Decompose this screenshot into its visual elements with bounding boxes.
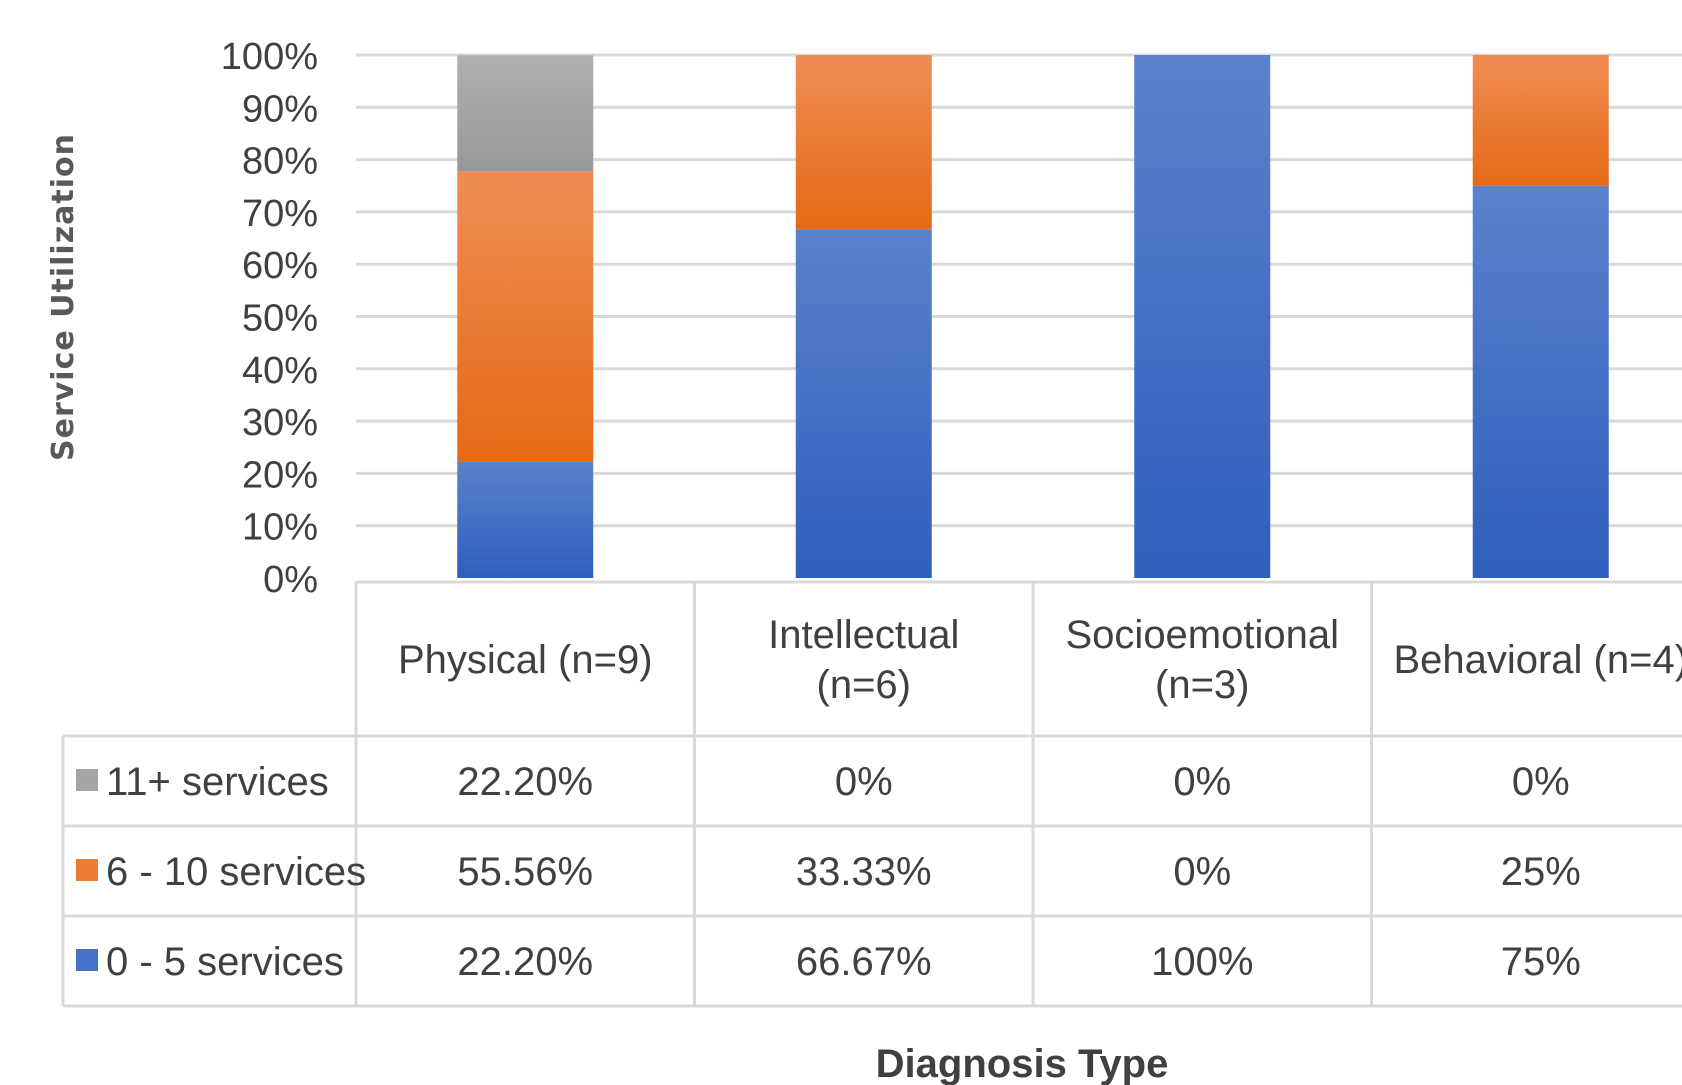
category-label-intellectual-line1: (n=6): [817, 663, 912, 707]
y-tick-label-80: 80%: [242, 141, 318, 183]
legend-label-6-10-services: 6 - 10 services: [106, 850, 366, 894]
y-tick-label-0: 0%: [263, 559, 318, 601]
legend-key-0-5-services: [76, 949, 98, 971]
category-label-behavioral-n-4: Behavioral (n=4): [1393, 638, 1682, 682]
legend-key-6-10-services: [76, 859, 98, 881]
bar-0-5-services-socioemotional: [1134, 55, 1271, 578]
y-tick-label-100: 100%: [221, 36, 318, 78]
legend-label-0-5-services: 0 - 5 services: [106, 940, 344, 984]
bar-0-5-services-intellectual: [795, 229, 932, 578]
bar-11-services-physical-n-9: [457, 55, 594, 172]
bar-0-5-services-behavioral-n-4: [1472, 185, 1609, 578]
category-label-intellectual-line0: Intellectual: [768, 613, 959, 657]
data-label-11-services-behavioral-n-4: 0%: [1512, 760, 1570, 804]
category-label-physical-n-9: Physical (n=9): [398, 638, 653, 682]
data-label-0-5-services-intellectual: 66.67%: [796, 940, 932, 984]
y-tick-label-20: 20%: [242, 454, 318, 496]
y-tick-label-30: 30%: [242, 402, 318, 444]
legend-key-11-services: [76, 769, 98, 791]
bars: [457, 55, 1609, 578]
data-label-11-services-physical-n-9: 22.20%: [457, 760, 593, 804]
x-axis-title: Diagnosis Type: [876, 1042, 1169, 1085]
y-tick-label-40: 40%: [242, 350, 318, 392]
y-tick-label-60: 60%: [242, 245, 318, 287]
data-label-0-5-services-behavioral-n-4: 75%: [1501, 940, 1581, 984]
data-table: Physical (n=9) Intellectual (n=6) Socioemot…: [61, 580, 1682, 1008]
data-label-0-5-services-physical-n-9: 22.20%: [457, 940, 593, 984]
bar-6-10-services-behavioral-n-4: [1472, 55, 1609, 186]
y-tick-label-90: 90%: [242, 88, 318, 130]
bar-6-10-services-physical-n-9: [457, 171, 594, 462]
data-label-11-services-socioemotional: 0%: [1173, 760, 1231, 804]
data-label-11-services-intellectual: 0%: [835, 760, 893, 804]
category-label-socioemotional-line0: Socioemotional: [1066, 613, 1340, 657]
bar-0-5-services-physical-n-9: [457, 461, 594, 578]
y-tick-label-10: 10%: [242, 507, 318, 549]
data-label-6-10-services-intellectual: 33.33%: [796, 850, 932, 894]
data-label-6-10-services-behavioral-n-4: 25%: [1501, 850, 1581, 894]
category-label-socioemotional-line1: (n=3): [1155, 663, 1250, 707]
legend-label-11-services: 11+ services: [106, 760, 329, 804]
data-label-6-10-services-physical-n-9: 55.56%: [457, 850, 593, 894]
data-label-0-5-services-socioemotional: 100%: [1151, 940, 1253, 984]
data-label-6-10-services-socioemotional: 0%: [1173, 850, 1231, 894]
y-axis-title: Service Utilization: [46, 133, 81, 461]
y-tick-label-70: 70%: [242, 193, 318, 235]
bar-6-10-services-intellectual: [795, 55, 932, 230]
y-axis-ticks: 0% 10% 20% 30% 40% 50% 60% 70% 80% 90% 100%: [221, 36, 318, 601]
y-tick-label-50: 50%: [242, 298, 318, 340]
